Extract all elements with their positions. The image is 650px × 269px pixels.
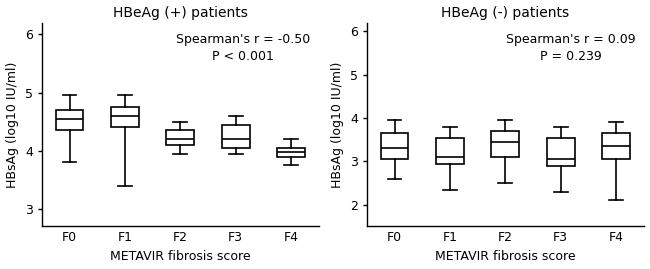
- PathPatch shape: [56, 110, 83, 130]
- Y-axis label: HBsAg (log10 IU/ml): HBsAg (log10 IU/ml): [332, 61, 344, 188]
- PathPatch shape: [277, 148, 305, 157]
- PathPatch shape: [381, 133, 408, 159]
- Title: HBeAg (+) patients: HBeAg (+) patients: [113, 6, 248, 20]
- Text: Spearman's r = 0.09
P = 0.239: Spearman's r = 0.09 P = 0.239: [506, 33, 636, 63]
- PathPatch shape: [602, 133, 630, 159]
- Title: HBeAg (-) patients: HBeAg (-) patients: [441, 6, 569, 20]
- PathPatch shape: [436, 137, 463, 164]
- PathPatch shape: [491, 131, 519, 157]
- Y-axis label: HBsAg (log10 IU/ml): HBsAg (log10 IU/ml): [6, 61, 20, 188]
- Text: Spearman's r = -0.50
P < 0.001: Spearman's r = -0.50 P < 0.001: [176, 33, 311, 63]
- PathPatch shape: [547, 137, 575, 166]
- PathPatch shape: [166, 130, 194, 145]
- PathPatch shape: [111, 107, 138, 128]
- X-axis label: METAVIR fibrosis score: METAVIR fibrosis score: [110, 250, 251, 263]
- PathPatch shape: [222, 125, 250, 148]
- X-axis label: METAVIR fibrosis score: METAVIR fibrosis score: [435, 250, 576, 263]
